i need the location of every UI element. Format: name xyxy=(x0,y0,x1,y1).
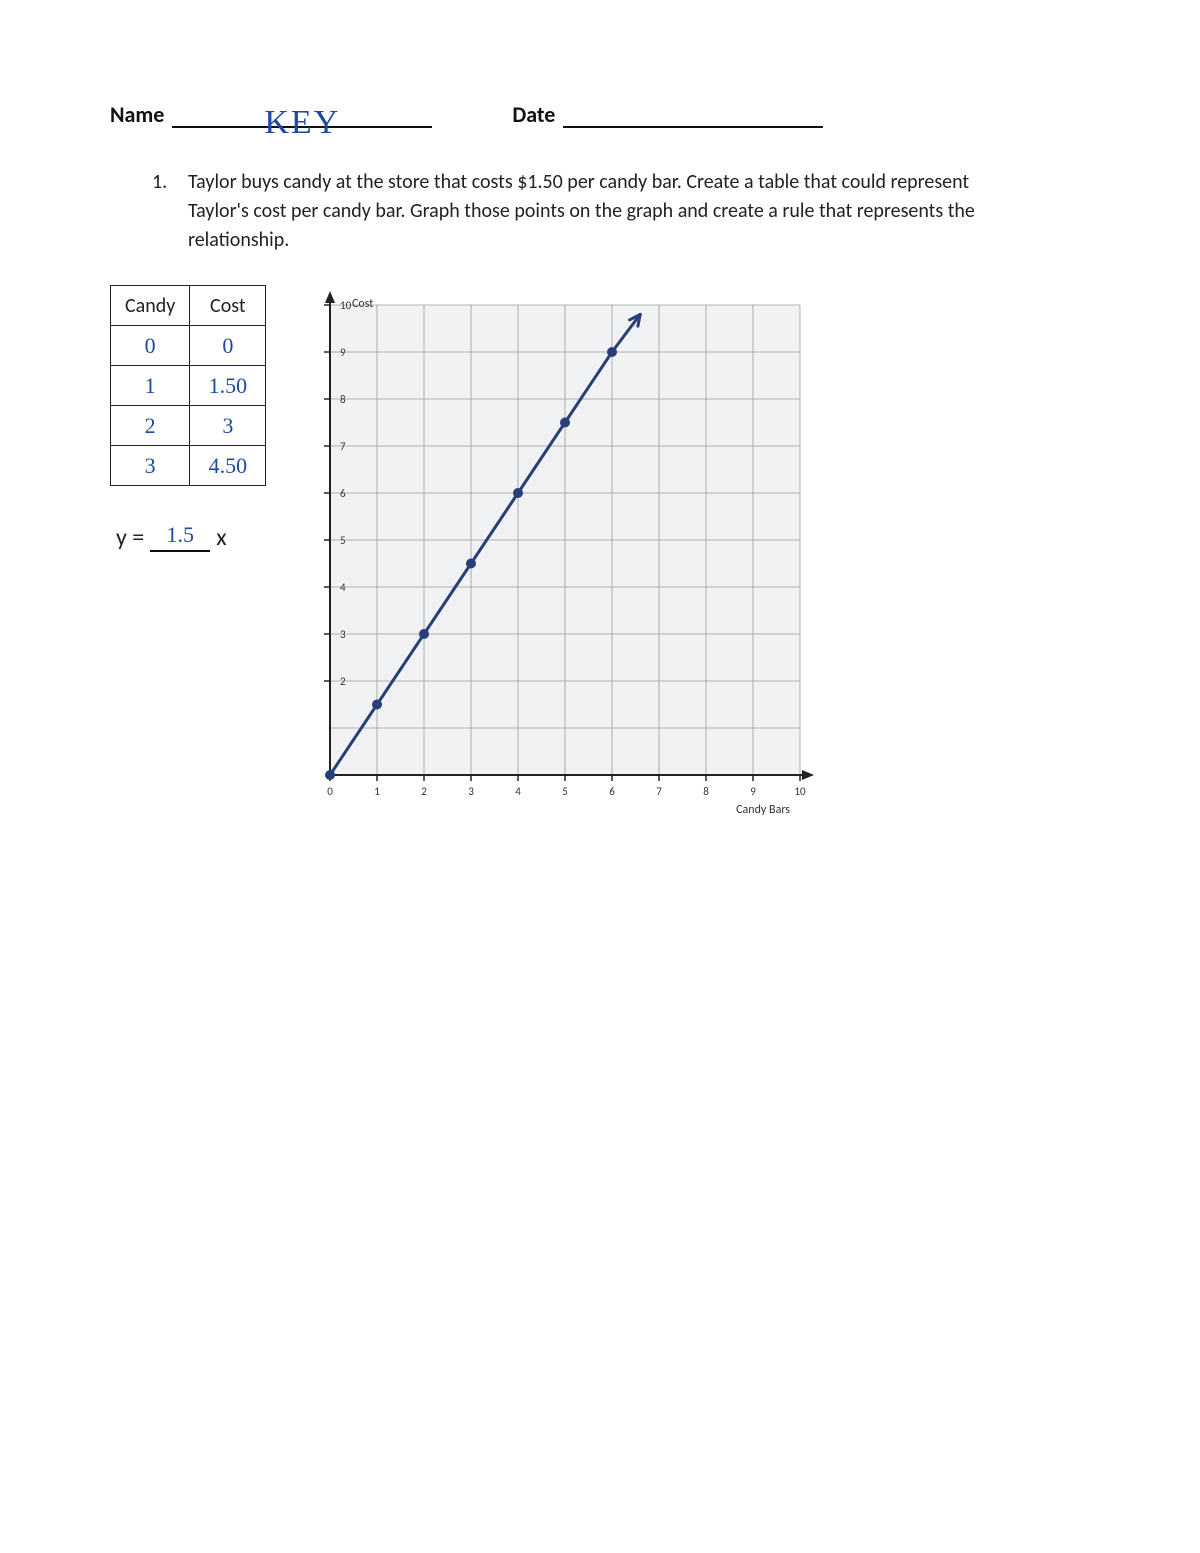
header-row: Name KEY Date xyxy=(110,100,1090,128)
table-header-row: Candy Cost xyxy=(111,286,266,326)
table-row: 0 0 xyxy=(111,326,266,366)
equation-suffix: x xyxy=(216,523,226,552)
date-field: Date xyxy=(512,100,823,128)
question-block: 1. Taylor buys candy at the store that c… xyxy=(152,168,1012,255)
svg-text:6: 6 xyxy=(340,487,346,500)
svg-text:9: 9 xyxy=(340,346,346,359)
col-candy: Candy xyxy=(111,286,190,326)
name-label: Name xyxy=(110,101,164,128)
svg-text:10: 10 xyxy=(340,299,352,312)
svg-text:3: 3 xyxy=(340,628,346,641)
cell: 1.50 xyxy=(209,373,248,398)
svg-text:5: 5 xyxy=(340,534,346,547)
date-label: Date xyxy=(512,101,555,128)
svg-text:1: 1 xyxy=(375,785,381,798)
svg-text:9: 9 xyxy=(751,785,757,798)
svg-text:7: 7 xyxy=(657,785,663,798)
table-row: 2 3 xyxy=(111,406,266,446)
svg-text:Candy Bars: Candy Bars xyxy=(736,803,790,817)
cell: 4.50 xyxy=(209,453,248,478)
svg-text:10: 10 xyxy=(795,785,807,798)
table-row: 3 4.50 xyxy=(111,446,266,486)
equation: y = 1.5 x xyxy=(116,522,227,552)
cost-chart: 0123456789102345678910CostCandy Bars xyxy=(290,285,850,845)
svg-text:4: 4 xyxy=(340,581,346,594)
svg-text:2: 2 xyxy=(340,675,346,688)
equation-prefix: y = xyxy=(116,523,144,552)
left-column: Candy Cost 0 0 1 1.50 2 3 xyxy=(110,285,266,552)
svg-text:7: 7 xyxy=(340,440,346,453)
question-text: Taylor buys candy at the store that cost… xyxy=(188,168,1012,255)
svg-text:2: 2 xyxy=(422,785,428,798)
worksheet-page: Name KEY Date 1. Taylor buys candy at th… xyxy=(0,0,1200,845)
question-number: 1. xyxy=(152,168,174,255)
data-table: Candy Cost 0 0 1 1.50 2 3 xyxy=(110,285,266,486)
cell: 1 xyxy=(145,373,156,398)
cell: 2 xyxy=(145,413,156,438)
svg-text:8: 8 xyxy=(704,785,710,798)
chart-container: 0123456789102345678910CostCandy Bars xyxy=(290,285,850,845)
svg-text:6: 6 xyxy=(610,785,616,798)
col-cost: Cost xyxy=(190,286,266,326)
svg-text:4: 4 xyxy=(516,785,522,798)
name-field: Name KEY xyxy=(110,100,432,128)
content-row: Candy Cost 0 0 1 1.50 2 3 xyxy=(110,285,1090,845)
cell: 0 xyxy=(145,333,156,358)
table-row: 1 1.50 xyxy=(111,366,266,406)
cell: 0 xyxy=(222,333,233,358)
svg-text:5: 5 xyxy=(563,785,569,798)
cell: 3 xyxy=(145,453,156,478)
svg-text:Cost: Cost xyxy=(352,297,373,311)
name-underline: KEY xyxy=(172,100,432,128)
cell: 3 xyxy=(222,413,233,438)
date-underline xyxy=(563,100,823,128)
equation-value: 1.5 xyxy=(150,522,210,552)
svg-text:0: 0 xyxy=(328,785,334,798)
name-value: KEY xyxy=(264,104,340,141)
svg-text:3: 3 xyxy=(469,785,475,798)
svg-text:8: 8 xyxy=(340,393,346,406)
